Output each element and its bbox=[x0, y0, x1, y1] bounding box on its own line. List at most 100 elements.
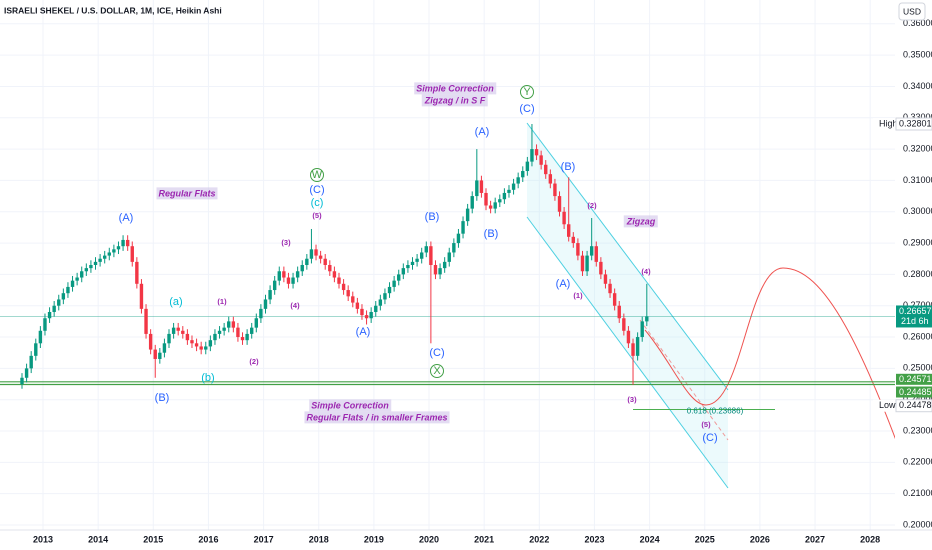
x-tick-label: 2028 bbox=[860, 534, 880, 544]
candle-body bbox=[635, 337, 640, 356]
candle-body bbox=[603, 274, 608, 284]
candle-body bbox=[534, 149, 539, 156]
candle-body bbox=[20, 377, 24, 385]
wave-label: (B) bbox=[484, 228, 499, 240]
candle-body bbox=[553, 183, 557, 197]
candle-body bbox=[567, 224, 571, 237]
candle-body bbox=[57, 299, 61, 306]
x-tick-label: 2025 bbox=[695, 534, 715, 544]
candle-body bbox=[465, 208, 470, 222]
candle-body bbox=[263, 299, 268, 309]
candle-body bbox=[442, 261, 447, 269]
candle-body bbox=[240, 337, 245, 341]
price-label: 0.26657 bbox=[899, 306, 932, 316]
candle-body bbox=[406, 265, 410, 269]
wave-circle bbox=[520, 85, 534, 99]
wave-label: W bbox=[312, 169, 323, 181]
wave-label: (C) bbox=[309, 184, 324, 196]
candle-body bbox=[125, 239, 130, 247]
wave-label: (B) bbox=[561, 161, 576, 173]
channel-mid bbox=[639, 319, 729, 441]
x-tick-label: 2015 bbox=[143, 534, 163, 544]
candle-body bbox=[332, 271, 337, 278]
candle-body bbox=[576, 243, 580, 256]
candle-body bbox=[121, 239, 125, 247]
candle-body bbox=[171, 327, 176, 334]
candle-body bbox=[525, 161, 530, 172]
candle-body bbox=[305, 258, 309, 265]
candle-body bbox=[580, 255, 585, 272]
annotation-bg bbox=[304, 411, 450, 424]
candle-body bbox=[107, 252, 111, 256]
x-tick-label: 2024 bbox=[640, 534, 660, 544]
candle-body bbox=[521, 171, 525, 178]
wave-label: (A) bbox=[475, 126, 490, 138]
wave-label: (3) bbox=[281, 238, 291, 247]
wave-label: (B) bbox=[425, 211, 440, 223]
candle-body bbox=[594, 246, 598, 262]
candle-body bbox=[599, 261, 603, 275]
candle-body bbox=[277, 271, 281, 281]
candle-body bbox=[645, 316, 649, 322]
candle-body bbox=[622, 318, 626, 331]
candle-body bbox=[272, 280, 277, 291]
x-tick-label: 2022 bbox=[529, 534, 549, 544]
candle-body bbox=[52, 305, 56, 312]
candle-body bbox=[461, 221, 465, 234]
currency-button[interactable] bbox=[898, 2, 926, 21]
candle-body bbox=[456, 233, 461, 244]
candle-body bbox=[231, 321, 236, 328]
candle-body bbox=[153, 349, 157, 359]
annotation-text: Regular Flats / in smaller Frames bbox=[306, 412, 447, 422]
candle-body bbox=[557, 196, 562, 212]
wave-label: (5) bbox=[312, 211, 322, 220]
candle-body bbox=[392, 280, 396, 287]
annotation-bg bbox=[421, 94, 488, 107]
candle-body bbox=[148, 333, 153, 350]
annotation-bg bbox=[309, 399, 392, 412]
candle-body bbox=[374, 305, 378, 312]
candle-body bbox=[640, 321, 644, 338]
wave-label: (b) bbox=[201, 372, 214, 384]
x-tick-label: 2013 bbox=[33, 534, 53, 544]
candle-body bbox=[355, 302, 360, 309]
currency[interactable]: USD bbox=[903, 6, 921, 16]
price-label-box bbox=[896, 305, 932, 328]
candle-body bbox=[323, 258, 327, 265]
level-name: Low bbox=[879, 400, 896, 410]
wave-label: (2) bbox=[587, 201, 597, 210]
candle-body bbox=[488, 205, 493, 209]
candle-body bbox=[617, 305, 621, 319]
annotation-bg bbox=[414, 82, 497, 95]
wave-label: (B) bbox=[155, 392, 170, 404]
wave-circle bbox=[310, 168, 324, 182]
candle-body bbox=[29, 355, 33, 369]
candle-body bbox=[80, 271, 84, 278]
wave-label: Y bbox=[523, 86, 531, 98]
price-label-box bbox=[896, 373, 932, 385]
candle-body bbox=[447, 252, 451, 262]
wave-label: (C) bbox=[702, 432, 717, 444]
x-tick-label: 2018 bbox=[309, 534, 329, 544]
chart-title: ISRAELI SHEKEL / U.S. DOLLAR, 1M, ICE, H… bbox=[4, 5, 222, 15]
price-label-box bbox=[873, 118, 896, 131]
price-label: 0.24478 bbox=[899, 400, 932, 410]
candle-body bbox=[259, 308, 263, 319]
x-tick-label: 2016 bbox=[198, 534, 218, 544]
candle-body bbox=[479, 180, 484, 193]
candle-body bbox=[369, 311, 373, 319]
y-tick-label: 0.36000 bbox=[903, 18, 932, 28]
price-label: 0.24485 bbox=[899, 387, 932, 397]
candle-body bbox=[429, 246, 433, 265]
fib-label: 0.618 (0.23686) bbox=[687, 407, 744, 416]
candle-body bbox=[397, 274, 401, 281]
candle-body bbox=[438, 268, 442, 275]
candle-body bbox=[217, 330, 222, 334]
